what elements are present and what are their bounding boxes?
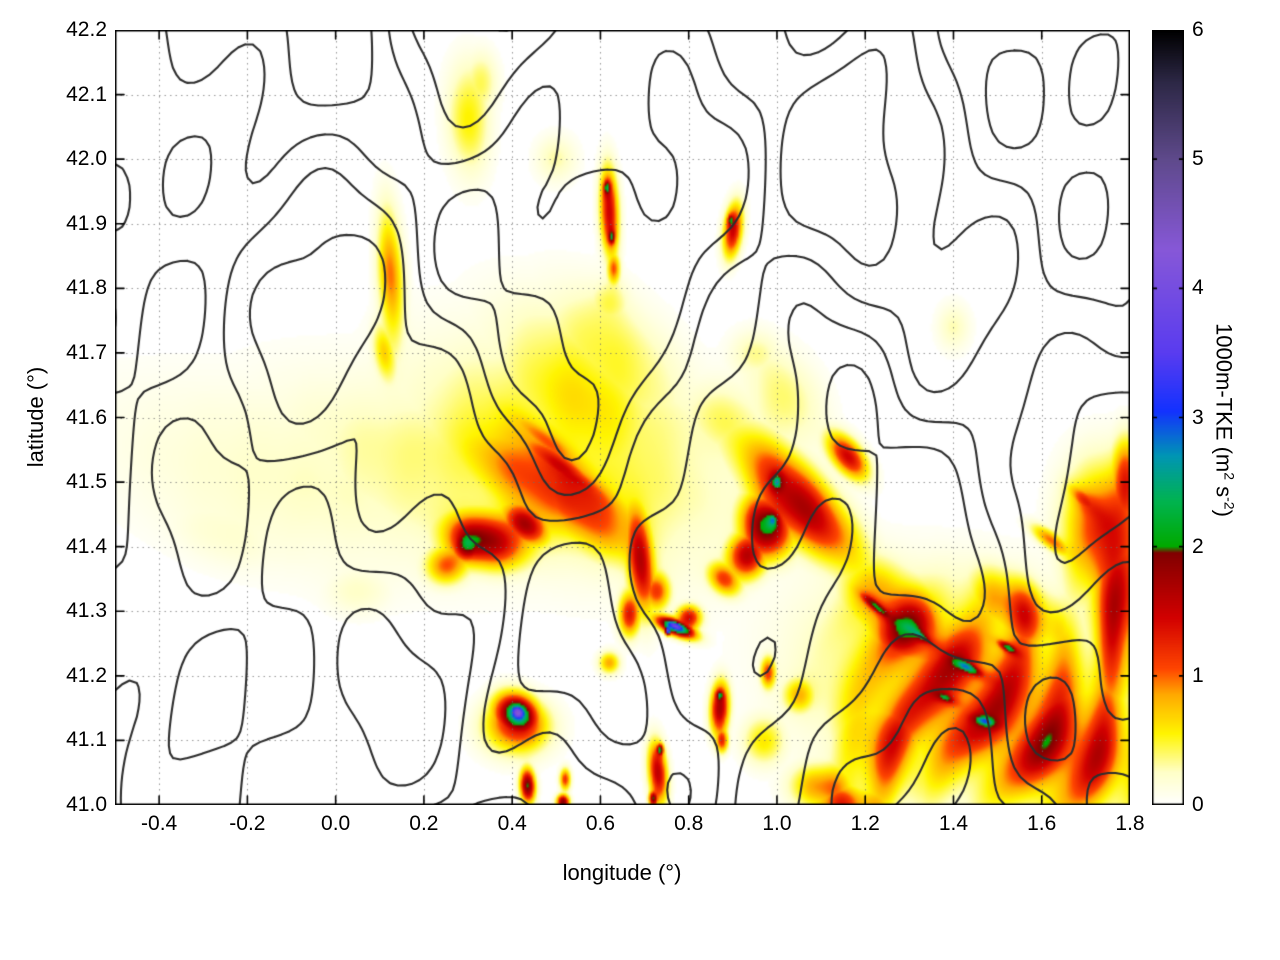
y-tick-label: 42.0 <box>66 147 107 171</box>
y-axis-label: latitude (°) <box>23 366 48 468</box>
colorbar-label-suffix: ) <box>1211 509 1237 517</box>
x-axis-label: longitude (°) <box>562 860 682 885</box>
x-tick-label: 1.4 <box>938 812 969 835</box>
y-tick-label: 42.1 <box>66 82 107 106</box>
colorbar-tick-label: 6 <box>1192 18 1204 41</box>
x-tick-label: 1.6 <box>1027 812 1057 835</box>
y-tick-label: 41.7 <box>66 340 107 364</box>
colorbar-label: 1000m-TKE (m2 s-2) <box>1210 323 1237 517</box>
x-tick-label: -0.2 <box>229 812 266 835</box>
y-tick-label: 41.6 <box>66 405 107 429</box>
y-tick-label: 41.9 <box>66 211 107 235</box>
colorbar-label-mid: s <box>1211 480 1237 498</box>
colorbar-label-prefix: 1000m-TKE (m <box>1211 323 1237 473</box>
x-tick-label: 0.6 <box>585 812 616 835</box>
x-tick-label: 1.2 <box>850 812 880 835</box>
colorbar-tick-label: 5 <box>1192 147 1204 171</box>
colorbar-tick-label: 4 <box>1192 276 1204 300</box>
x-tick-label: -0.4 <box>141 812 178 835</box>
colorbar-tick-label: 0 <box>1192 793 1204 816</box>
colorbar-label-sup1: 2 <box>1221 472 1238 481</box>
colorbar-tick-label: 2 <box>1192 534 1204 558</box>
y-tick-label: 41.0 <box>66 793 107 816</box>
heatmap-plot <box>115 30 1130 805</box>
y-tick-label: 41.2 <box>66 663 107 687</box>
y-tick-label: 41.5 <box>66 470 107 494</box>
x-tick-label: 0.0 <box>321 812 351 835</box>
colorbar-tick-label: 1 <box>1192 663 1204 687</box>
y-tick-label: 41.8 <box>66 276 107 300</box>
x-tick-label: 0.8 <box>674 812 704 835</box>
x-tick-label: 0.4 <box>497 812 527 835</box>
x-tick-label: 1.8 <box>1115 812 1145 835</box>
colorbar <box>1152 30 1184 805</box>
y-tick-label: 41.3 <box>66 599 107 623</box>
colorbar-label-sup2: -2 <box>1221 497 1238 510</box>
y-tick-label: 42.2 <box>66 18 107 41</box>
y-tick-label: 41.4 <box>66 534 107 558</box>
colorbar-tick-label: 3 <box>1192 405 1204 429</box>
x-tick-label: 1.0 <box>762 812 792 835</box>
y-tick-label: 41.1 <box>66 728 107 752</box>
x-tick-label: 0.2 <box>409 812 439 835</box>
